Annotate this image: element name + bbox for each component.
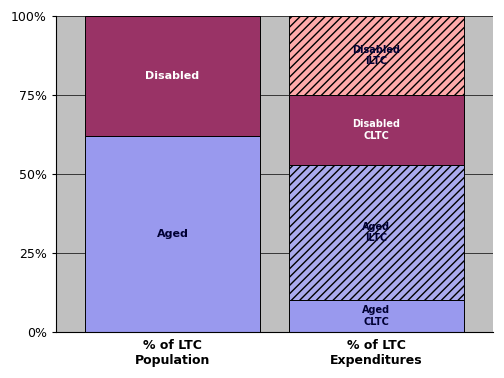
Text: Disabled: Disabled <box>146 71 200 81</box>
Text: Aged
CLTC: Aged CLTC <box>362 305 391 327</box>
Text: Disabled
ILTC: Disabled ILTC <box>352 45 400 67</box>
Bar <box>289 301 464 332</box>
Bar <box>85 136 260 332</box>
Bar <box>289 164 464 301</box>
Bar <box>85 16 260 136</box>
Text: Disabled
CLTC: Disabled CLTC <box>352 119 400 141</box>
Text: Aged: Aged <box>157 229 188 239</box>
Bar <box>289 16 464 95</box>
Bar <box>289 95 464 164</box>
Text: Aged
ILTC: Aged ILTC <box>362 222 391 243</box>
